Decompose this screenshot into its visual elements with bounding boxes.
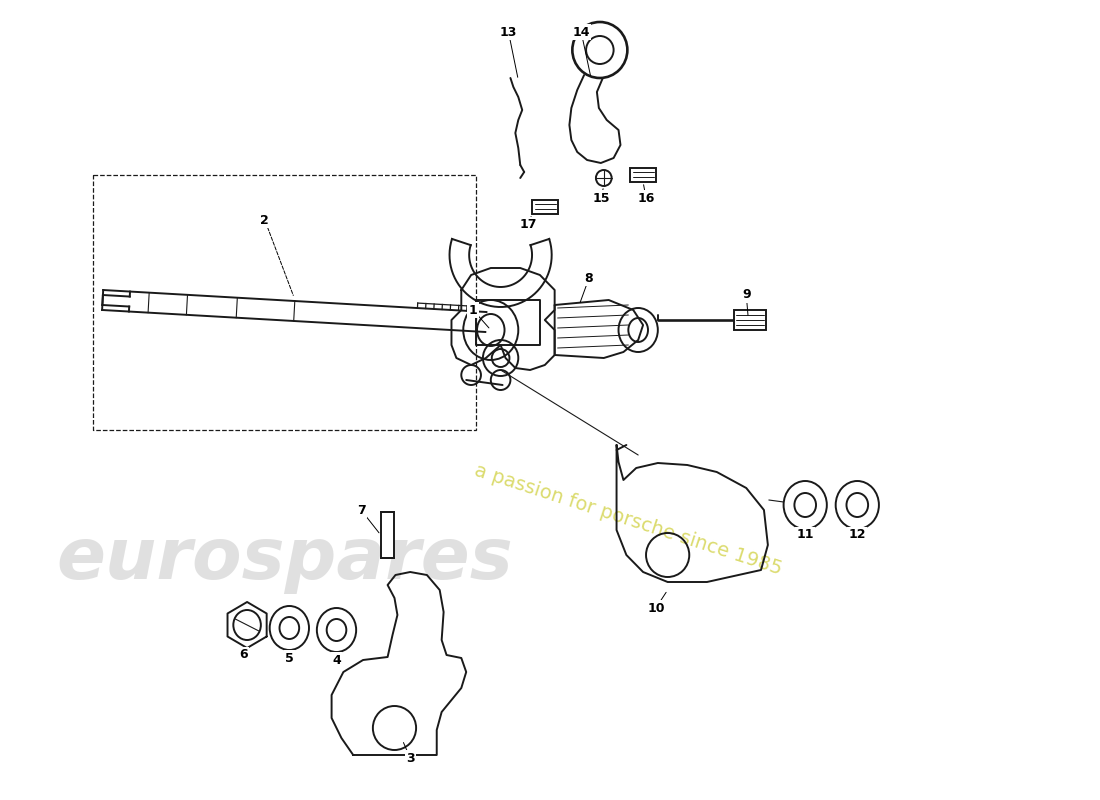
Text: 5: 5 — [285, 651, 294, 665]
Text: 6: 6 — [239, 649, 248, 662]
Polygon shape — [630, 168, 656, 182]
Text: a passion for porsche since 1985: a passion for porsche since 1985 — [472, 461, 784, 579]
Text: 11: 11 — [796, 529, 814, 542]
Text: 12: 12 — [848, 529, 866, 542]
Text: 9: 9 — [741, 289, 750, 302]
Polygon shape — [532, 200, 558, 214]
Text: 13: 13 — [499, 26, 517, 38]
Text: 2: 2 — [261, 214, 270, 226]
Text: 8: 8 — [585, 271, 593, 285]
Text: eurospares: eurospares — [56, 526, 513, 594]
Text: 10: 10 — [647, 602, 664, 614]
Polygon shape — [735, 310, 766, 330]
Text: 16: 16 — [637, 191, 654, 205]
Polygon shape — [381, 512, 395, 558]
Text: 4: 4 — [332, 654, 341, 666]
Text: 17: 17 — [519, 218, 537, 231]
Text: 3: 3 — [406, 751, 415, 765]
Text: 1: 1 — [469, 303, 477, 317]
Text: 7: 7 — [356, 503, 365, 517]
Text: 14: 14 — [572, 26, 590, 38]
Text: 15: 15 — [592, 191, 609, 205]
